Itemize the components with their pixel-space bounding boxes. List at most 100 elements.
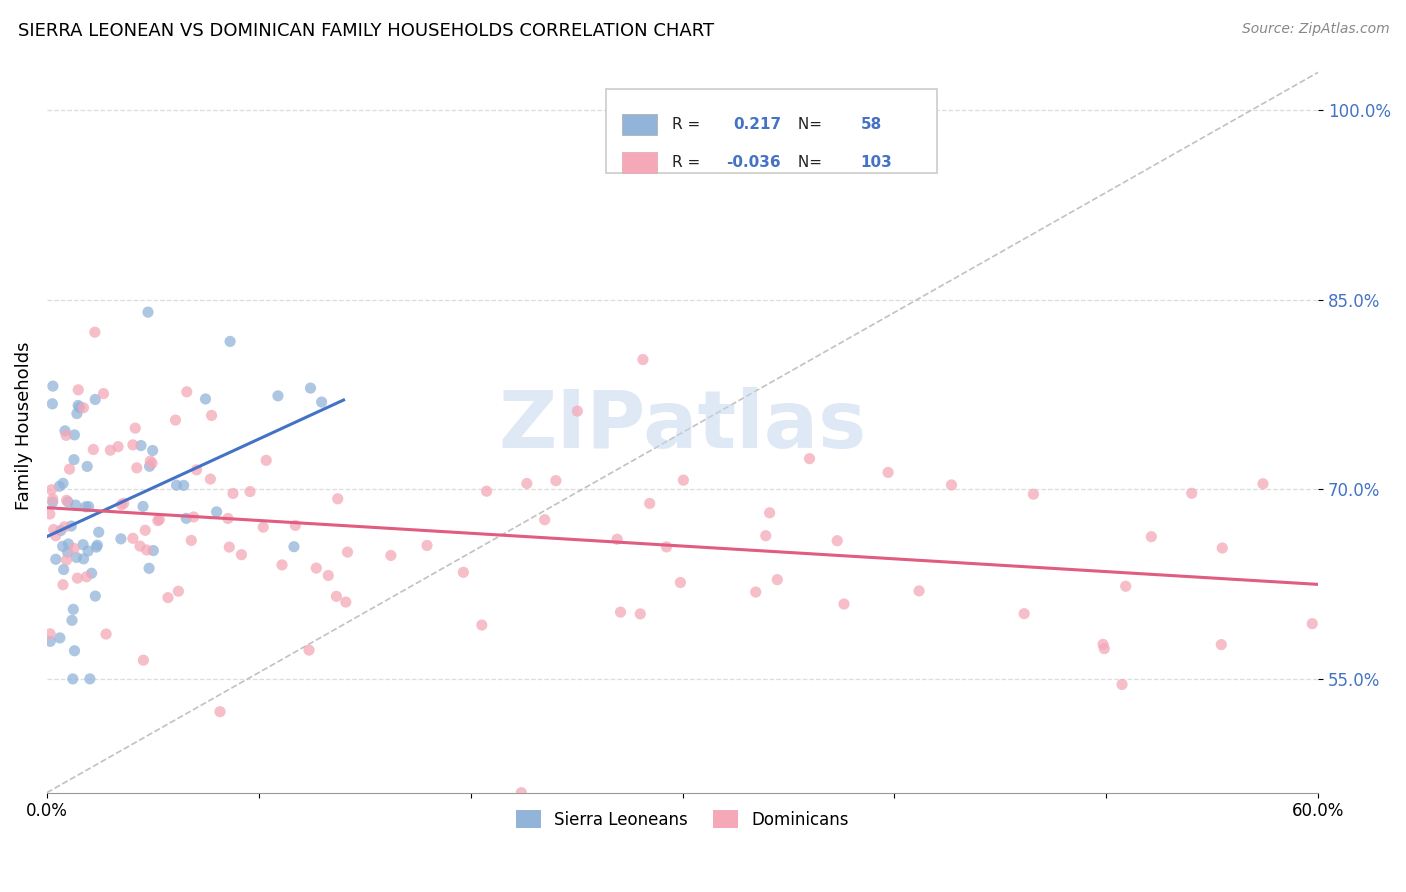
Point (669, 575, 692, 590)
Point (67, 399, 90, 413)
Text: SIERRA LEONEAN VS DOMINICAN FAMILY HOUSEHOLDS CORRELATION CHART: SIERRA LEONEAN VS DOMINICAN FAMILY HOUSE… (18, 22, 714, 40)
Point (325, 590, 347, 604)
Y-axis label: Family Households: Family Households (15, 342, 32, 510)
Point (183, 510, 205, 524)
Point (76, 459, 98, 474)
Point (205, 505, 228, 519)
Point (65, 550, 87, 565)
Point (141, 456, 163, 470)
Point (1092, 637, 1115, 651)
Point (1111, 677, 1133, 691)
Point (510, 786, 533, 800)
Point (41, 491, 63, 506)
Point (219, 334, 242, 349)
Point (606, 533, 628, 547)
Point (194, 392, 217, 406)
Point (135, 543, 157, 558)
Text: -0.036: -0.036 (725, 155, 780, 169)
Text: N=: N= (793, 155, 827, 169)
Point (267, 389, 290, 403)
Point (239, 484, 262, 499)
Point (76, 570, 98, 584)
Point (39, 627, 62, 641)
Point (42, 379, 65, 393)
Point (176, 384, 198, 399)
Point (165, 413, 187, 427)
Point (755, 529, 778, 543)
Point (1012, 607, 1035, 621)
Bar (621, 152, 657, 172)
Point (672, 473, 695, 487)
Point (146, 514, 169, 528)
Point (66, 407, 89, 421)
Point (180, 533, 202, 548)
Point (60, 519, 83, 533)
Point (84, 589, 107, 603)
Point (48, 479, 70, 493)
Point (318, 568, 340, 582)
Point (45, 529, 67, 543)
Point (1140, 530, 1163, 544)
Point (380, 549, 402, 563)
Point (72, 538, 94, 552)
Point (80, 566, 103, 581)
Point (82, 442, 104, 457)
Text: ZIPatlas: ZIPatlas (499, 387, 866, 465)
Point (124, 421, 146, 435)
Point (77, 544, 100, 558)
Point (132, 653, 155, 667)
Point (326, 491, 349, 506)
Point (49, 524, 72, 538)
Point (1181, 486, 1204, 500)
Text: R =: R = (672, 155, 706, 169)
Point (142, 443, 165, 458)
Point (217, 511, 239, 525)
Point (129, 539, 152, 553)
Point (208, 705, 231, 719)
Point (63, 541, 86, 556)
Point (1022, 487, 1045, 501)
Point (609, 605, 631, 619)
Point (252, 520, 274, 534)
Point (129, 438, 152, 452)
Point (52, 539, 75, 553)
Point (271, 558, 294, 572)
Point (299, 381, 322, 395)
Point (56, 495, 79, 509)
Point (231, 548, 253, 562)
Point (1301, 616, 1323, 631)
Point (305, 561, 328, 575)
Point (69, 401, 91, 415)
Point (132, 500, 155, 514)
Point (156, 591, 179, 605)
Point (75, 500, 97, 514)
Bar (621, 114, 657, 135)
Point (516, 476, 538, 491)
Point (86, 540, 108, 554)
Point (766, 573, 789, 587)
Point (42, 523, 65, 537)
Point (908, 583, 931, 598)
Point (631, 352, 654, 367)
Point (110, 532, 132, 546)
Point (41, 495, 63, 509)
Point (52, 563, 75, 577)
Point (55, 493, 77, 508)
Point (72, 552, 94, 566)
Point (62, 672, 84, 686)
Point (77, 500, 100, 514)
Point (134, 523, 156, 537)
Point (758, 506, 780, 520)
Point (139, 454, 162, 468)
Point (53, 520, 76, 534)
Point (1211, 638, 1233, 652)
Point (336, 545, 359, 559)
Point (200, 472, 222, 486)
Point (67, 383, 90, 397)
Point (877, 466, 900, 480)
Point (1211, 541, 1233, 555)
Point (41, 483, 63, 497)
Point (298, 643, 321, 657)
Point (66, 571, 89, 585)
Point (49, 631, 72, 645)
